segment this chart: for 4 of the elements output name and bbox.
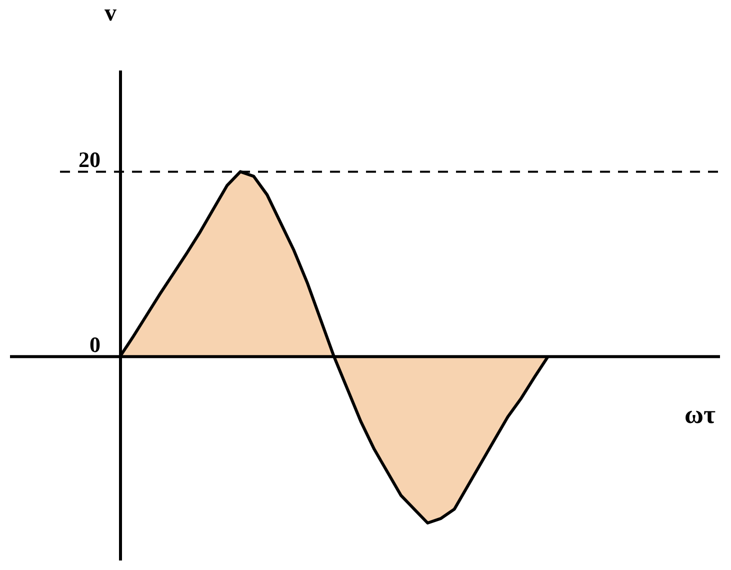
x-axis-title: ωτ xyxy=(684,400,716,430)
y-tick-label: 20 xyxy=(78,147,100,172)
y-axis-title: v xyxy=(104,0,116,26)
y-tick-label: 0 xyxy=(90,332,100,358)
